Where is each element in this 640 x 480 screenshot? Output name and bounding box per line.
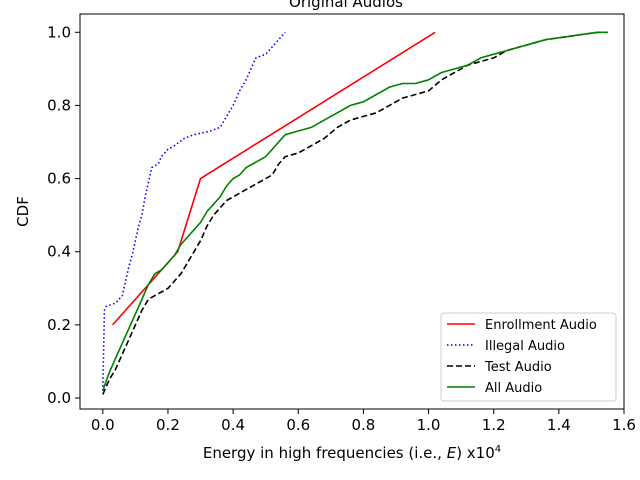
y-axis-label: CDF: [14, 196, 32, 227]
x-axis-label: Energy in high frequencies (i.e., E) x10…: [203, 444, 501, 462]
y-axis-ticks: 0.0 0.2 0.4 0.6 0.8 1.0: [47, 23, 80, 407]
x-tick-label: 1.0: [417, 416, 441, 434]
y-tick-label: 0.6: [47, 170, 71, 188]
x-tick-label: 1.4: [547, 416, 571, 434]
legend-label: Test Audio: [484, 360, 552, 375]
x-tick-label: 1.2: [482, 416, 506, 434]
y-tick-label: 0.4: [47, 243, 71, 261]
x-tick-label: 0.2: [156, 416, 180, 434]
y-tick-label: 0.8: [47, 96, 71, 114]
chart-title: Original Audios: [289, 0, 403, 11]
series-line-test-audio: [102, 31, 608, 395]
legend: Enrollment Audio Illegal Audio Test Audio A…: [440, 312, 617, 402]
legend-label: All Audio: [485, 381, 542, 396]
y-tick-label: 0.2: [47, 316, 71, 334]
x-axis-ticks: 0.0 0.2 0.4 0.6 0.8 1.0 1.2 1.4 1.6: [91, 409, 636, 434]
plot-frame: [79, 13, 625, 410]
y-tick-label: 1.0: [47, 23, 71, 41]
y-tick-label: 0.0: [47, 389, 71, 407]
series-line-all-audio: [102, 31, 608, 391]
legend-label: Illegal Audio: [485, 339, 565, 354]
series-group: [102, 31, 608, 395]
x-axis-label-exponent: 4: [495, 444, 501, 455]
legend-box: [440, 312, 617, 402]
legend-label: Enrollment Audio: [485, 318, 597, 333]
x-tick-label: 0.0: [91, 416, 115, 434]
series-line-illegal-audio: [102, 31, 286, 391]
x-axis-label-var: E: [447, 444, 457, 462]
series-line-enrollment-audio: [112, 31, 436, 326]
x-tick-label: 0.8: [351, 416, 375, 434]
plot-area: [79, 13, 625, 410]
x-tick-label: 1.6: [612, 416, 636, 434]
x-axis-label-suffix: ) x10: [456, 444, 495, 462]
x-tick-label: 0.4: [221, 416, 245, 434]
x-tick-label: 0.6: [286, 416, 310, 434]
x-axis-label-prefix: Energy in high frequencies (i.e.,: [203, 444, 447, 462]
